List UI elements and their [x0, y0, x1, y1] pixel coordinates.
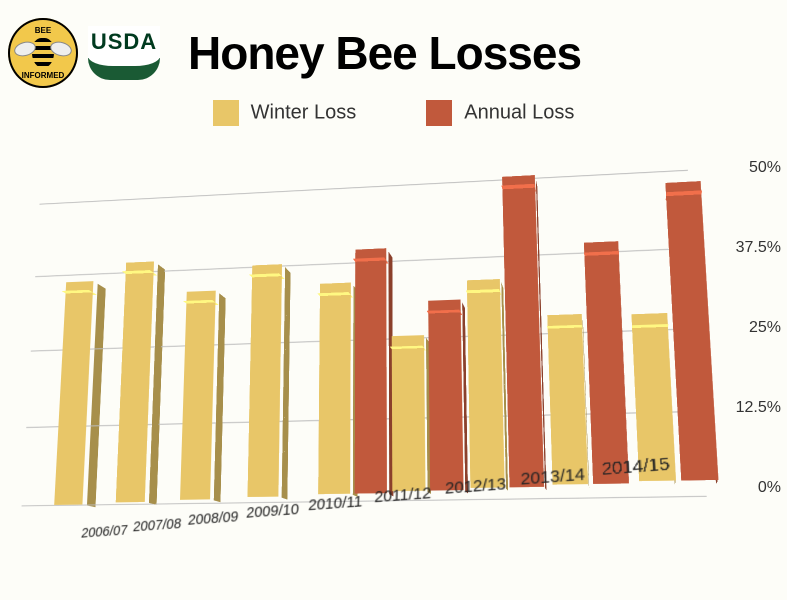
legend: Winter Loss Annual Loss — [0, 100, 787, 126]
legend-swatch-winter — [213, 100, 239, 126]
legend-label-annual: Annual Loss — [464, 101, 574, 123]
bee-icon — [32, 38, 54, 68]
y-tick-label: 50% — [749, 159, 781, 177]
usda-logo: USDA — [88, 26, 160, 80]
legend-label-winter: Winter Loss — [251, 101, 357, 123]
x-tick-label: 2006/07 — [80, 522, 128, 541]
y-tick-label: 25% — [749, 319, 781, 337]
x-tick-label: 2012/13 — [445, 475, 506, 499]
x-tick-label: 2011/12 — [374, 484, 431, 507]
page: BEE INFORMED USDA Honey Bee Losses Winte… — [0, 0, 787, 600]
x-tick-label: 2007/08 — [132, 515, 182, 535]
bee-logo-text-top: BEE — [8, 26, 78, 35]
chart-floor: 2006/072007/082008/09 2009/10 2010/11 2011/… — [18, 130, 755, 567]
legend-item-annual: Annual Loss — [426, 100, 574, 126]
usda-text: USDA — [88, 26, 160, 58]
bee-informed-logo: BEE INFORMED — [8, 18, 78, 88]
x-tick-label: 2008/09 — [187, 508, 239, 529]
gridline — [39, 170, 688, 205]
legend-item-winter: Winter Loss — [213, 100, 357, 126]
x-tick-label: 2009/10 — [246, 501, 300, 522]
chart-area: 2006/072007/082008/09 2009/10 2010/11 2011/… — [10, 140, 730, 560]
chart-title: Honey Bee Losses — [188, 26, 581, 80]
legend-swatch-annual — [426, 100, 452, 126]
header: BEE INFORMED USDA Honey Bee Losses — [8, 8, 779, 98]
x-tick-label: 2010/11 — [308, 493, 363, 515]
y-tick-label: 37.5% — [736, 239, 781, 257]
bee-logo-text-bottom: INFORMED — [8, 71, 78, 80]
